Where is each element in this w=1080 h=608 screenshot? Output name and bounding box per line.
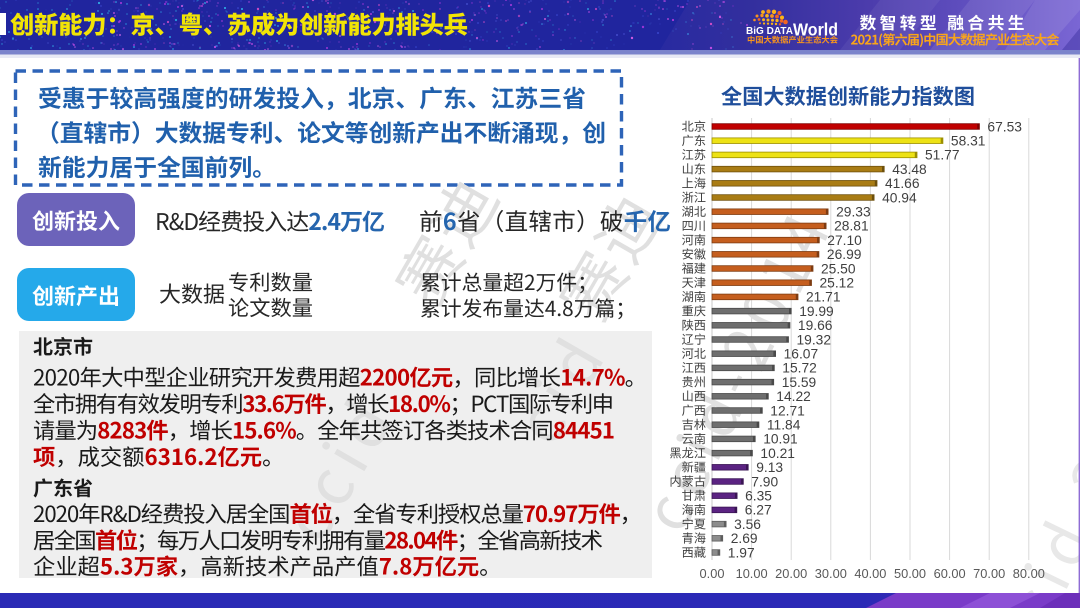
svg-text:58.31: 58.31 [951, 134, 986, 149]
svg-text:80.00: 80.00 [1013, 566, 1045, 581]
svg-text:1.97: 1.97 [728, 545, 755, 560]
svg-text:51.77: 51.77 [925, 148, 960, 163]
svg-text:7.90: 7.90 [751, 474, 778, 489]
svg-text:60.00: 60.00 [934, 566, 966, 581]
svg-text:27.10: 27.10 [827, 233, 862, 248]
svg-text:40.94: 40.94 [882, 190, 917, 205]
svg-text:0.00: 0.00 [700, 566, 725, 581]
svg-text:10.91: 10.91 [763, 432, 798, 447]
svg-text:12.71: 12.71 [770, 403, 805, 418]
svg-text:28.81: 28.81 [834, 219, 869, 234]
svg-text:67.53: 67.53 [987, 119, 1022, 134]
svg-text:43.48: 43.48 [892, 162, 927, 177]
svg-text:41.66: 41.66 [885, 176, 920, 191]
svg-text:BiG DATA: BiG DATA [746, 25, 793, 37]
svg-text:World: World [793, 20, 838, 40]
svg-text:6.35: 6.35 [745, 489, 772, 504]
svg-text:10.00: 10.00 [736, 566, 768, 581]
svg-text:15.59: 15.59 [782, 375, 817, 390]
svg-text:30.00: 30.00 [815, 566, 847, 581]
svg-text:14.22: 14.22 [776, 389, 811, 404]
svg-text:25.50: 25.50 [821, 261, 856, 276]
svg-text:16.07: 16.07 [784, 347, 819, 362]
svg-text:25.12: 25.12 [820, 276, 855, 291]
svg-text:6.27: 6.27 [745, 503, 772, 518]
svg-text:21.71: 21.71 [806, 290, 841, 305]
svg-text:26.99: 26.99 [827, 247, 862, 262]
svg-text:40.00: 40.00 [854, 566, 886, 581]
svg-text:50.00: 50.00 [894, 566, 926, 581]
svg-text:10.21: 10.21 [760, 446, 795, 461]
svg-text:15.72: 15.72 [782, 361, 817, 376]
svg-text:20.00: 20.00 [775, 566, 807, 581]
svg-text:19.66: 19.66 [798, 318, 833, 333]
svg-text:19.32: 19.32 [797, 332, 832, 347]
svg-text:11.84: 11.84 [767, 418, 801, 433]
svg-text:9.13: 9.13 [756, 460, 783, 475]
svg-text:19.99: 19.99 [799, 304, 834, 319]
svg-text:70.00: 70.00 [973, 566, 1005, 581]
svg-text:29.33: 29.33 [836, 205, 871, 220]
svg-text:3.56: 3.56 [734, 517, 761, 532]
svg-text:2.69: 2.69 [731, 531, 758, 546]
